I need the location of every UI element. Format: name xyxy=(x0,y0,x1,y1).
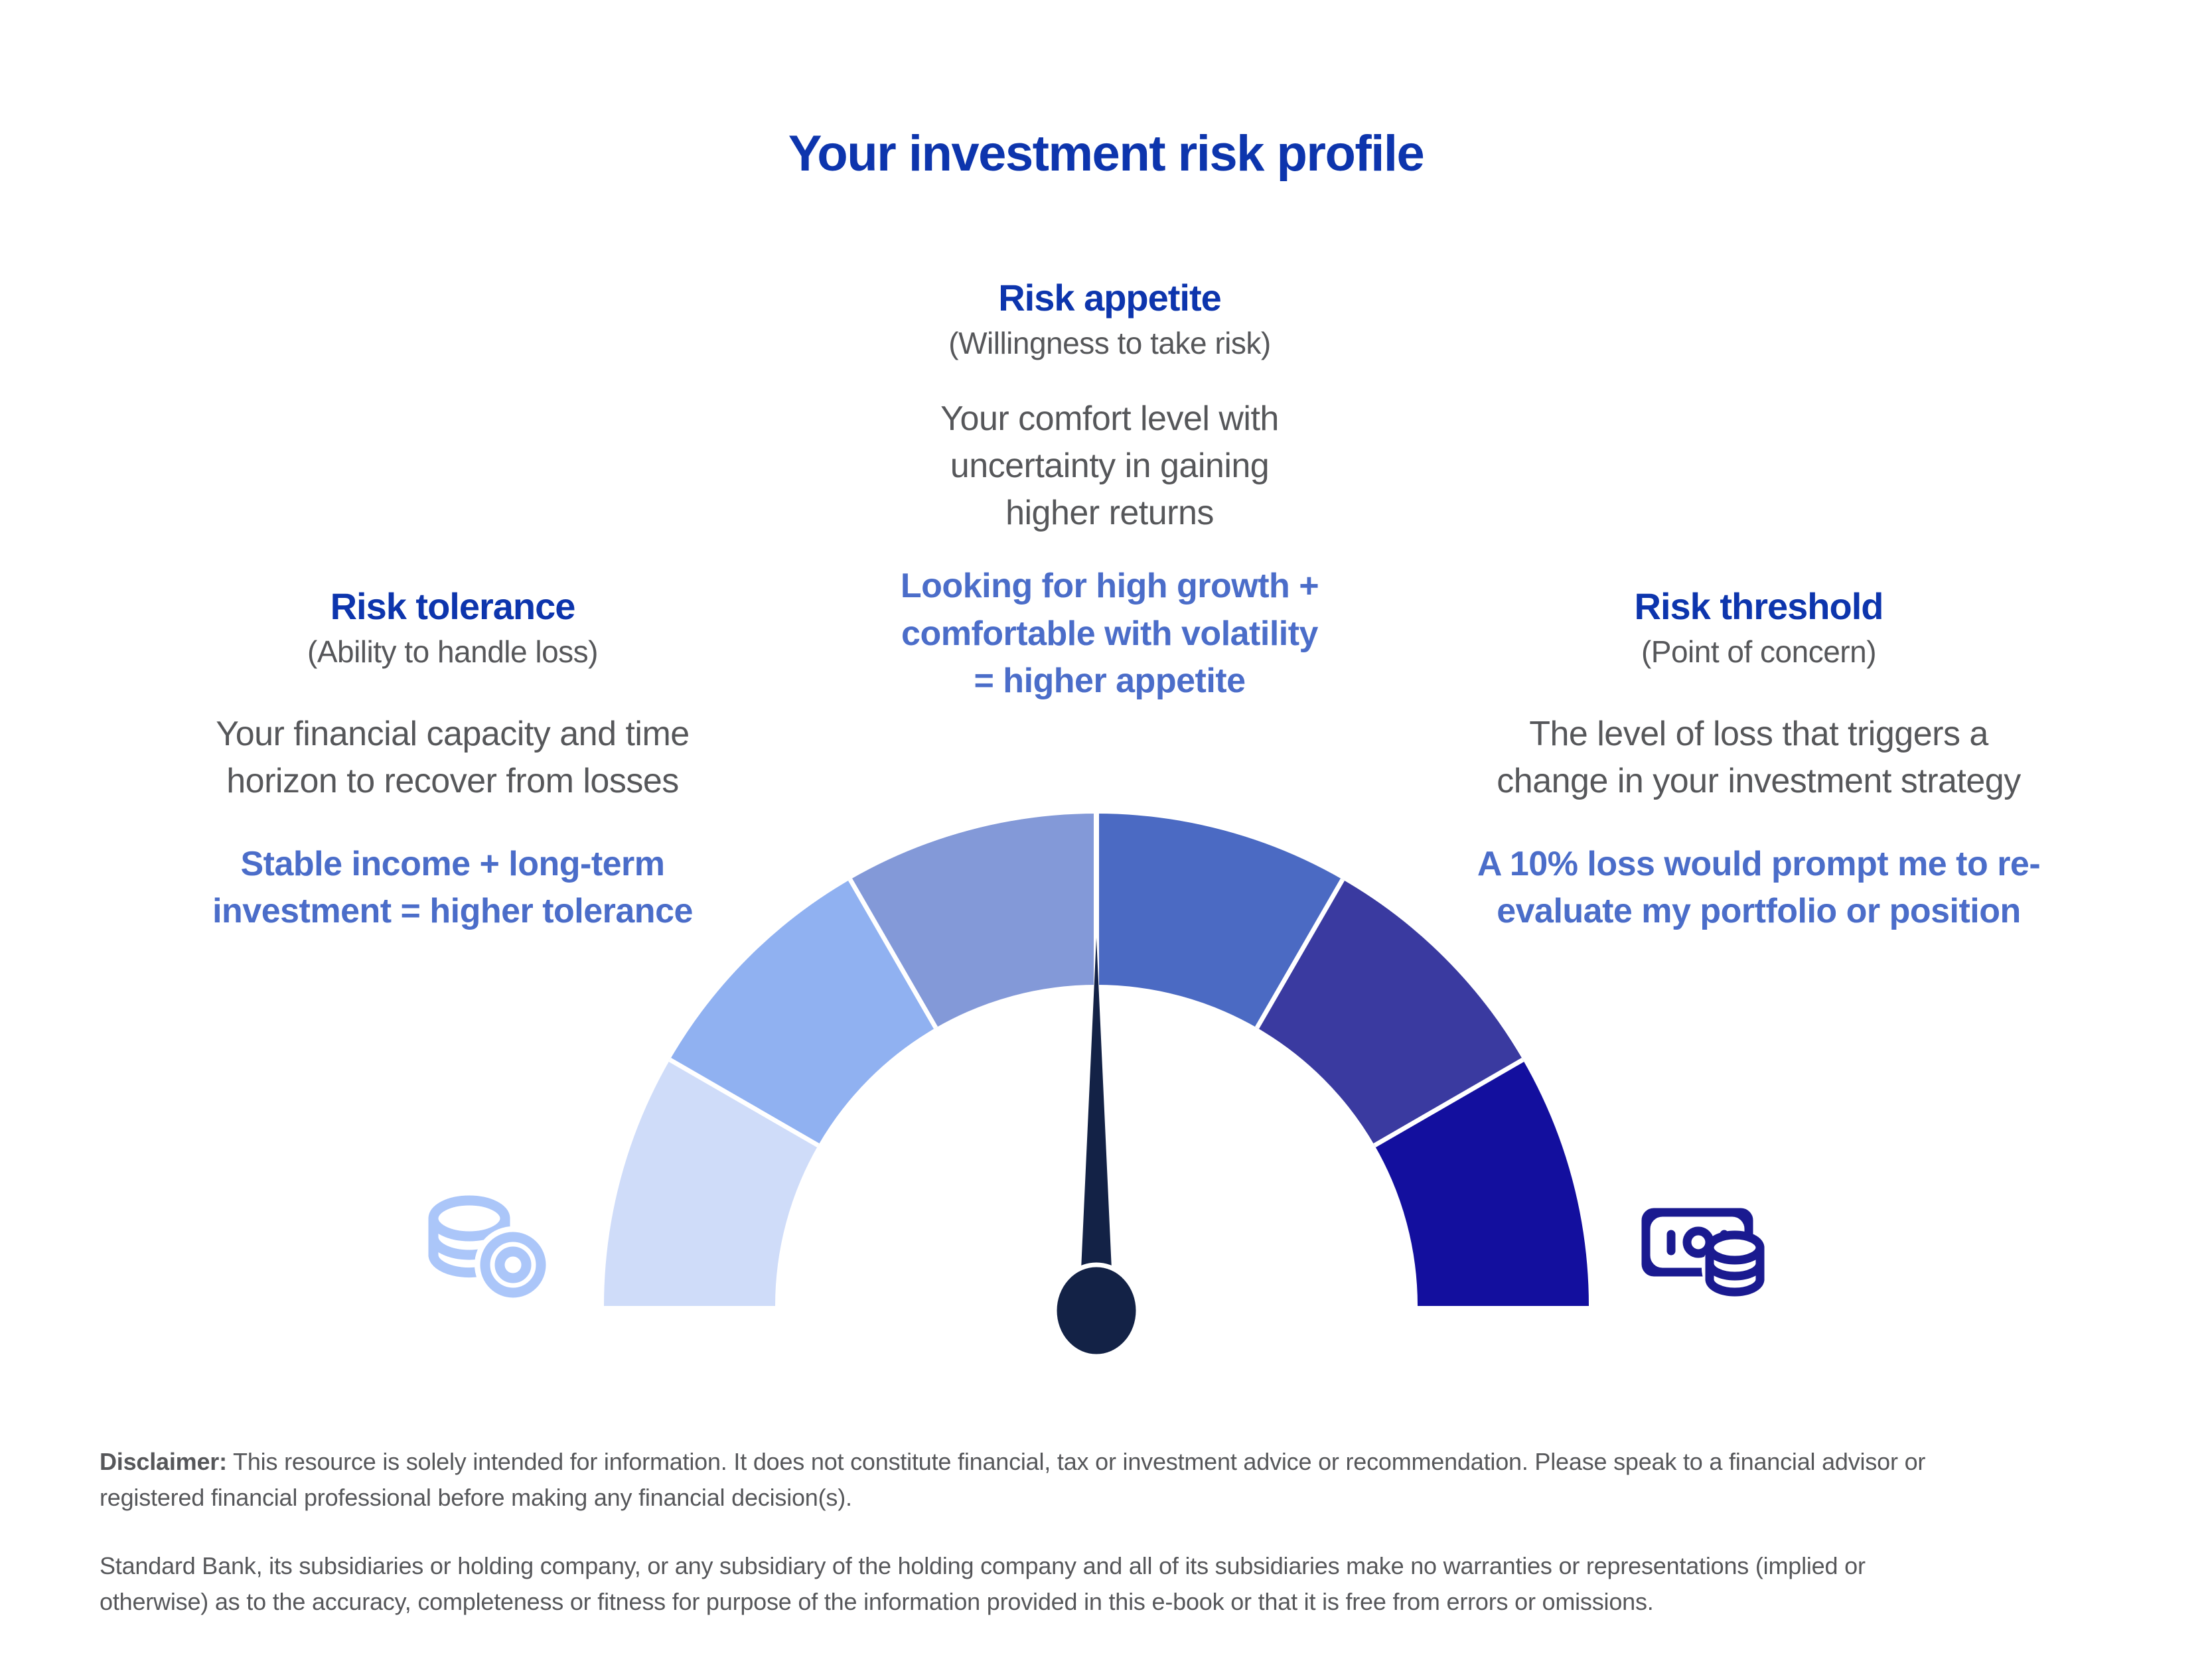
risk-threshold-subheading: (Point of concern) xyxy=(1641,634,1877,670)
gauge-needle xyxy=(1081,938,1112,1269)
gauge-segment-4 xyxy=(1096,814,1343,1028)
risk-gauge-svg xyxy=(604,812,1589,1359)
disclaimer-paragraph-1: Disclaimer: This resource is solely inte… xyxy=(100,1444,2077,1516)
risk-threshold-description: The level of loss that triggers a change… xyxy=(1497,715,2021,800)
gauge-segment-5 xyxy=(1257,879,1523,1145)
disclaimer-paragraph-2: Standard Bank, its subsidiaries or holdi… xyxy=(100,1548,2077,1620)
column-risk-appetite: Risk appetite (Willingness to take risk)… xyxy=(811,275,1408,705)
page-title: Your investment risk profile xyxy=(788,125,1425,182)
gauge-needle-hub xyxy=(1052,1262,1141,1359)
disclaimer-label: Disclaimer: xyxy=(100,1448,227,1475)
column-risk-threshold: Risk threshold (Point of concern) The le… xyxy=(1410,584,2107,935)
gauge-segment-6 xyxy=(1374,1060,1589,1306)
risk-tolerance-example: Stable income + long-term investment = h… xyxy=(212,844,693,930)
disclaimer-text-2: Standard Bank, its subsidiaries or holdi… xyxy=(100,1552,1866,1615)
risk-tolerance-subheading: (Ability to handle loss) xyxy=(307,634,598,670)
risk-appetite-description: Your comfort level with uncertainty in g… xyxy=(940,399,1279,532)
risk-appetite-subheading: (Willingness to take risk) xyxy=(948,326,1271,361)
gauge-segment-1 xyxy=(604,1060,818,1306)
cash-icon xyxy=(1639,1202,1779,1322)
column-risk-tolerance: Risk tolerance (Ability to handle loss) … xyxy=(104,584,801,935)
risk-gauge xyxy=(599,812,1594,1362)
risk-tolerance-heading: Risk tolerance xyxy=(330,585,576,627)
coins-icon xyxy=(428,1194,561,1314)
risk-threshold-heading: Risk threshold xyxy=(1634,585,1884,627)
gauge-segment-2 xyxy=(670,879,936,1145)
risk-threshold-example: A 10% loss would prompt me to re- evalua… xyxy=(1477,844,2041,930)
gauge-segment-3 xyxy=(850,814,1096,1028)
risk-appetite-example: Looking for high growth + comfortable wi… xyxy=(900,567,1319,700)
risk-appetite-heading: Risk appetite xyxy=(998,277,1222,319)
disclaimer-text-1: This resource is solely intended for inf… xyxy=(100,1448,1926,1511)
gauge-dividers xyxy=(668,812,1524,1148)
risk-tolerance-description: Your financial capacity and time horizon… xyxy=(216,715,690,800)
